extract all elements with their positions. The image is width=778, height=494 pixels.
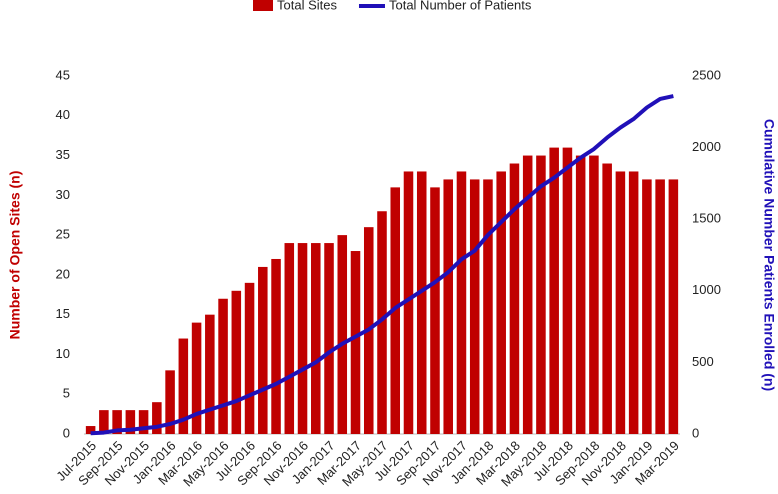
legend-label: Total Sites xyxy=(277,0,337,12)
y2-tick-label: 500 xyxy=(692,354,714,369)
bar xyxy=(615,171,626,434)
bar xyxy=(85,426,96,434)
bar xyxy=(483,179,493,434)
bar xyxy=(575,155,586,435)
bar xyxy=(589,155,599,435)
bar xyxy=(271,258,281,434)
bar xyxy=(549,147,559,434)
y2-tick-label: 0 xyxy=(692,425,699,440)
bar xyxy=(258,266,268,434)
y2-axis-title: Cumulative Number Patients Enrolled (n) xyxy=(761,119,777,391)
bar xyxy=(536,155,546,435)
y-tick-label: 30 xyxy=(56,187,70,202)
bar xyxy=(443,179,453,434)
bar xyxy=(509,163,520,434)
bar xyxy=(562,147,573,434)
y2-tick-label: 2000 xyxy=(692,139,721,154)
bar xyxy=(191,322,202,434)
bar xyxy=(178,338,189,434)
bar xyxy=(602,163,612,434)
bar xyxy=(99,410,109,434)
bar xyxy=(416,171,427,434)
y-tick-label: 5 xyxy=(63,386,70,401)
bar xyxy=(403,171,414,434)
bar xyxy=(430,187,440,434)
bar xyxy=(311,243,321,434)
bar xyxy=(496,171,506,434)
bar xyxy=(668,179,679,434)
bar xyxy=(522,155,533,435)
y-tick-label: 45 xyxy=(56,67,70,82)
bar xyxy=(337,235,348,434)
bar xyxy=(324,243,334,434)
bar xyxy=(125,410,136,434)
y-tick-label: 15 xyxy=(56,306,70,321)
bar xyxy=(628,171,639,434)
bar xyxy=(642,179,652,434)
y-axis-title: Number of Open Sites (n) xyxy=(7,171,23,340)
bar xyxy=(284,243,295,434)
bar xyxy=(456,171,467,434)
bar xyxy=(377,211,387,434)
y-tick-label: 25 xyxy=(56,227,70,242)
y-tick-label: 35 xyxy=(56,147,70,162)
y-tick-label: 20 xyxy=(56,266,70,281)
y2-tick-label: 1000 xyxy=(692,282,721,297)
y2-tick-label: 1500 xyxy=(692,211,721,226)
bar xyxy=(205,314,215,434)
y-tick-label: 0 xyxy=(63,425,70,440)
bar xyxy=(390,187,401,434)
y-tick-label: 10 xyxy=(56,346,70,361)
bar xyxy=(231,290,242,434)
bar xyxy=(469,179,480,434)
bar xyxy=(138,410,149,434)
bar xyxy=(350,251,361,434)
legend-swatch xyxy=(253,0,273,11)
y2-tick-label: 2500 xyxy=(692,67,721,82)
bar xyxy=(165,370,175,434)
legend-label: Total Number of Patients xyxy=(389,0,532,12)
bar xyxy=(152,402,162,434)
bar xyxy=(655,179,665,434)
line xyxy=(90,94,674,436)
bar xyxy=(218,298,228,434)
bar xyxy=(112,410,122,434)
bar xyxy=(297,243,308,434)
bar xyxy=(244,282,255,434)
y-tick-label: 40 xyxy=(56,107,70,122)
